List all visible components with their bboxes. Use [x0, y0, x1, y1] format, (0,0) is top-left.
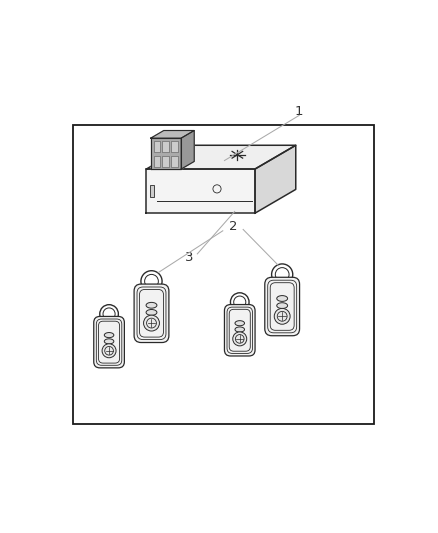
Bar — [162, 141, 169, 152]
Ellipse shape — [104, 333, 114, 337]
Bar — [162, 156, 169, 166]
Ellipse shape — [235, 321, 244, 326]
Ellipse shape — [235, 327, 244, 332]
Circle shape — [274, 309, 290, 324]
Bar — [150, 185, 154, 197]
Bar — [154, 141, 160, 152]
Polygon shape — [151, 131, 194, 138]
FancyBboxPatch shape — [94, 317, 124, 368]
Ellipse shape — [146, 302, 157, 308]
Circle shape — [102, 344, 116, 358]
Polygon shape — [151, 138, 181, 169]
FancyBboxPatch shape — [134, 284, 169, 343]
Bar — [154, 156, 160, 166]
Bar — [74, 125, 374, 424]
Ellipse shape — [277, 296, 288, 301]
FancyBboxPatch shape — [224, 304, 255, 356]
Polygon shape — [255, 146, 296, 213]
Text: 1: 1 — [295, 105, 304, 118]
FancyBboxPatch shape — [265, 277, 300, 336]
Polygon shape — [181, 131, 194, 169]
Ellipse shape — [277, 303, 288, 309]
Text: 3: 3 — [184, 251, 193, 264]
Polygon shape — [146, 146, 296, 169]
Bar — [171, 141, 177, 152]
Ellipse shape — [104, 339, 114, 344]
Polygon shape — [146, 169, 255, 213]
Ellipse shape — [146, 310, 157, 316]
Circle shape — [144, 315, 159, 331]
Text: 2: 2 — [229, 220, 237, 233]
Bar — [171, 156, 177, 166]
Circle shape — [233, 332, 247, 346]
